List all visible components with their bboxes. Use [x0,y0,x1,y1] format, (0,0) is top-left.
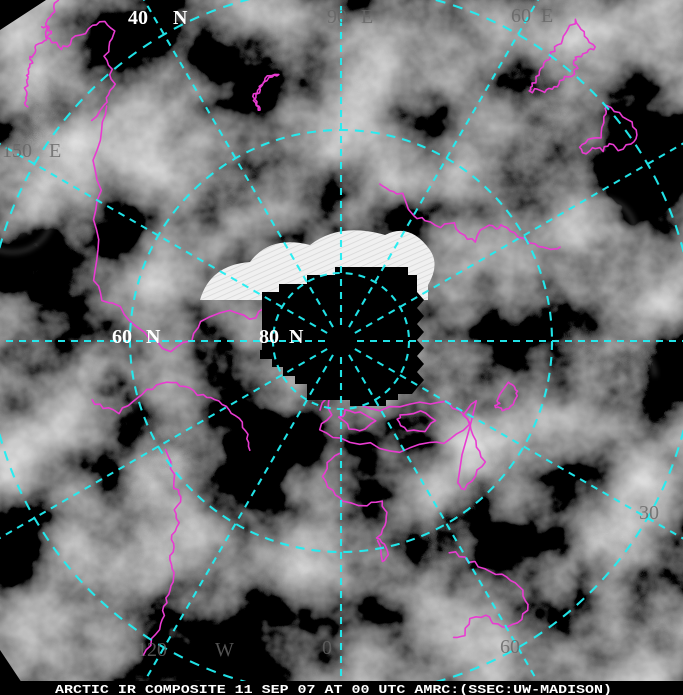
svg-text:120: 120 [137,639,167,661]
svg-text:30: 30 [639,502,659,524]
svg-text:N: N [173,7,188,29]
svg-text:N: N [146,326,161,348]
svg-text:E: E [541,5,553,27]
svg-text:E: E [361,6,373,28]
svg-text:W: W [215,639,234,661]
svg-text:40: 40 [128,7,148,29]
svg-text:N: N [289,326,304,348]
svg-text:0: 0 [322,637,332,659]
svg-text:E: E [49,140,61,162]
svg-text:80: 80 [259,326,279,348]
svg-text:150: 150 [2,140,32,162]
svg-text:60: 60 [500,636,520,658]
svg-text:ARCTIC IR COMPOSITE 11 SEP 07: ARCTIC IR COMPOSITE 11 SEP 07 AT 00 UTC … [55,684,612,695]
svg-text:90: 90 [327,6,347,28]
svg-text:60: 60 [511,5,531,27]
svg-text:60: 60 [112,326,132,348]
